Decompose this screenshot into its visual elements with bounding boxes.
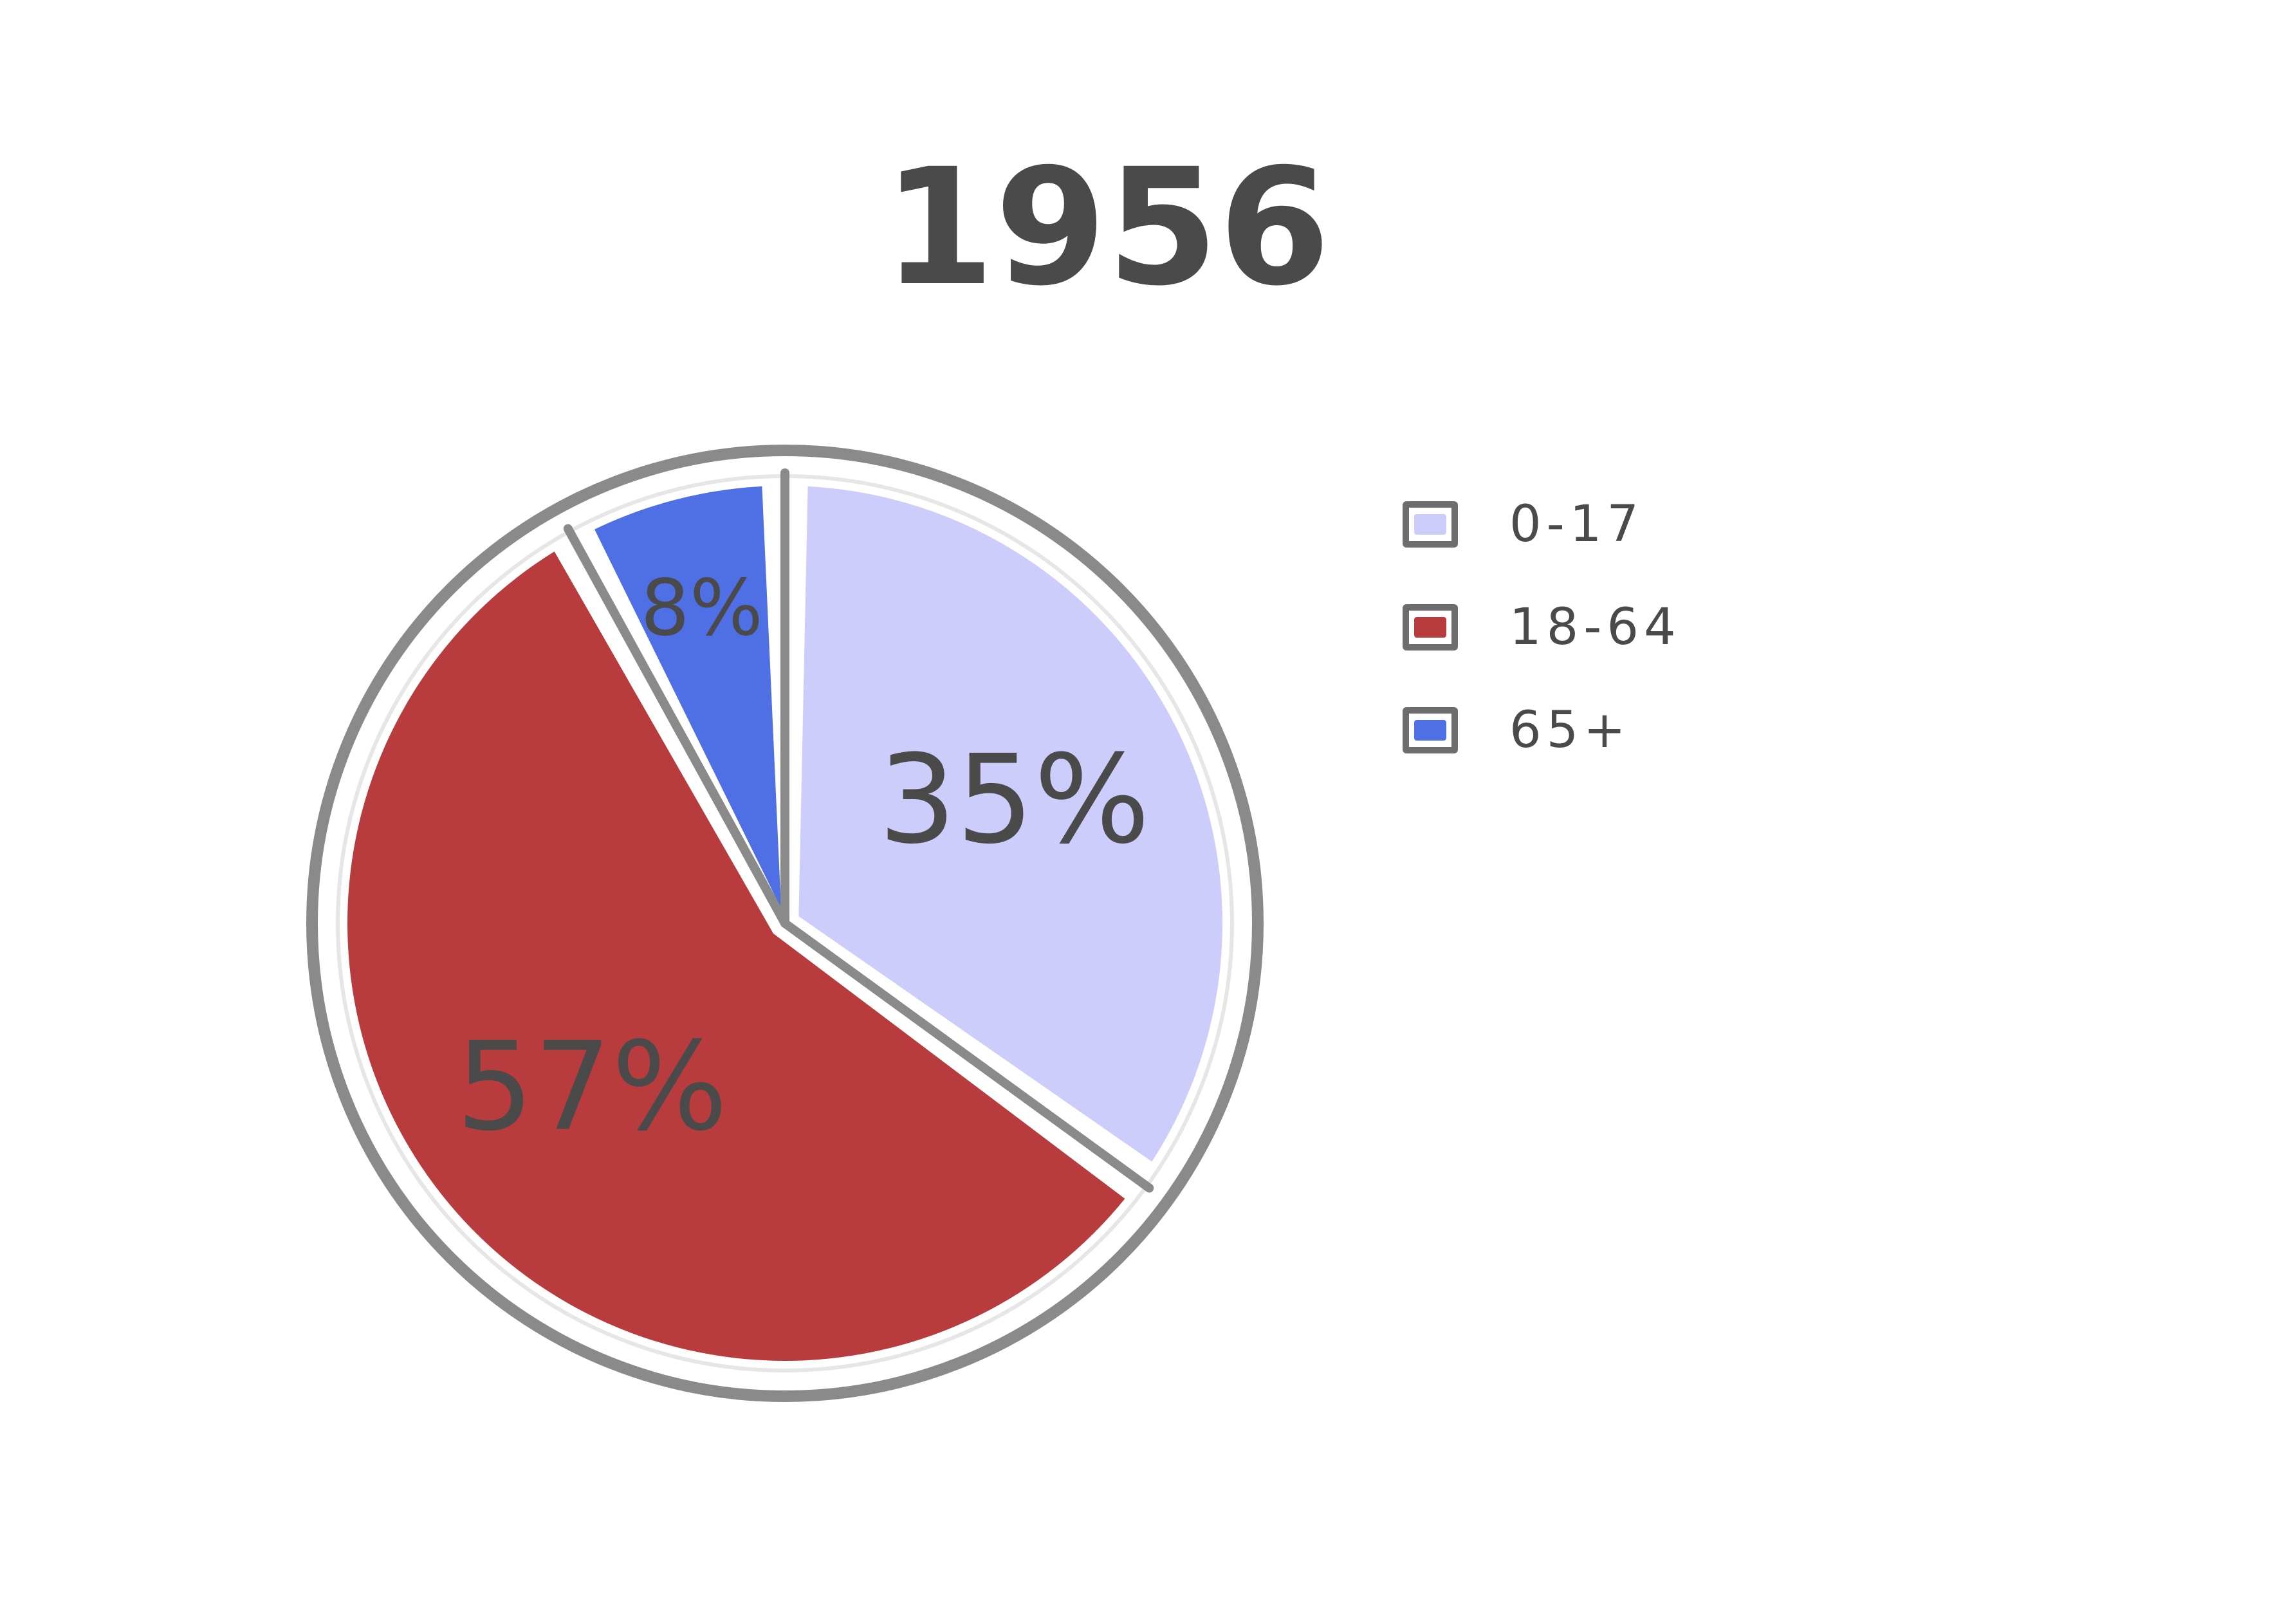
legend-swatch-fill <box>1414 720 1446 741</box>
legend-swatch <box>1403 707 1458 753</box>
pie-slice <box>594 486 782 909</box>
legend-swatch-fill <box>1414 617 1446 638</box>
legend-label: 18-64 <box>1509 598 1681 656</box>
pie-data-label: 8% <box>640 564 762 653</box>
pie-slices <box>347 486 1223 1361</box>
legend: 0-17 18-64 65+ <box>1403 473 1737 782</box>
pie-data-label: 57% <box>456 1016 728 1158</box>
chart-title: 1956 <box>883 134 1331 321</box>
legend-item: 0-17 <box>1403 473 1737 576</box>
pie-data-labels: 35% 57% 8% <box>456 564 1150 1158</box>
legend-label: 0-17 <box>1509 495 1644 553</box>
pie-separator <box>780 919 1154 1193</box>
pie-separators <box>563 468 1154 1193</box>
pie-slice <box>347 551 1125 1361</box>
pie-data-label: 35% <box>878 728 1150 871</box>
pie-slice <box>798 486 1223 1162</box>
legend-item: 18-64 <box>1403 576 1737 679</box>
legend-swatch-fill <box>1414 514 1446 535</box>
legend-label: 65+ <box>1509 701 1631 759</box>
legend-swatch <box>1403 501 1458 548</box>
legend-item: 65+ <box>1403 679 1737 782</box>
legend-swatch <box>1403 604 1458 651</box>
pie-outline <box>306 445 1264 1402</box>
pie-separator <box>563 524 789 928</box>
